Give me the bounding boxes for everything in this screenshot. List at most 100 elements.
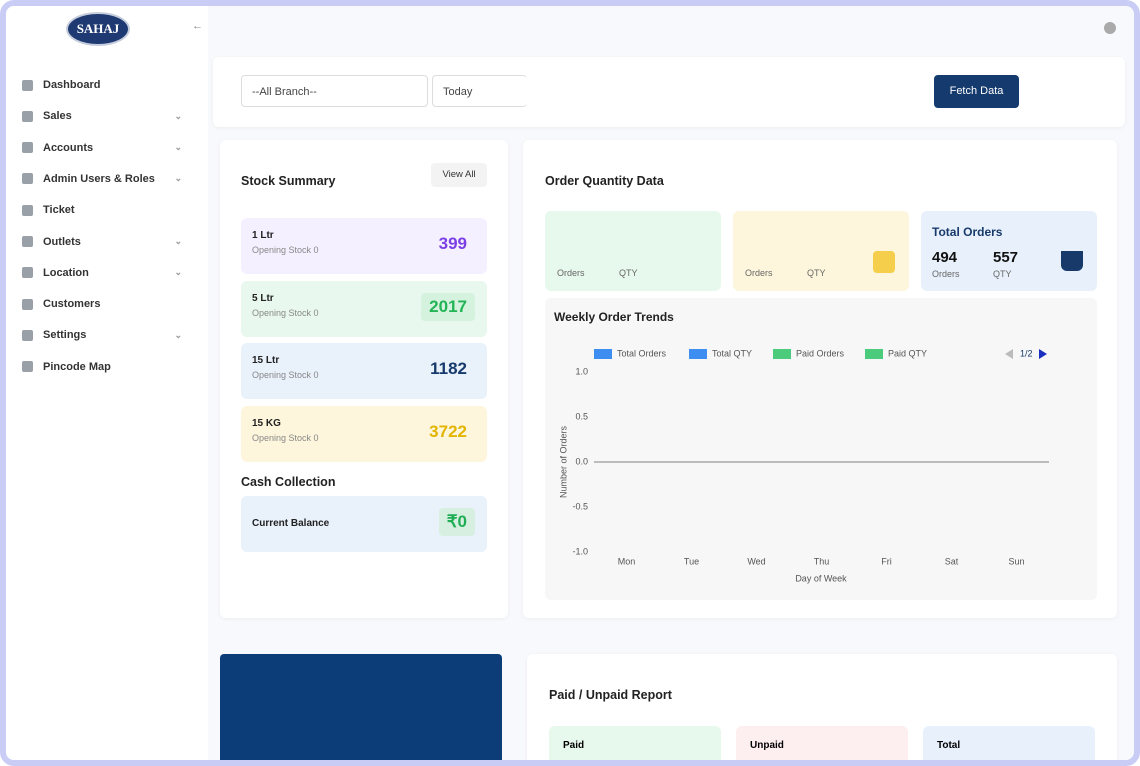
order-card-1: Orders QTY [545, 211, 721, 291]
stock-item: 1 Ltr Opening Stock 0 399 [241, 218, 487, 274]
stock-name: 15 KG [252, 418, 281, 430]
orders-label: Orders [932, 269, 960, 279]
menu-item[interactable]: Location ⌄ [22, 267, 182, 279]
x-tick-label: Tue [684, 556, 699, 566]
x-axis-label: Day of Week [795, 573, 847, 583]
cash-item: Current Balance ₹0 [241, 496, 487, 552]
menu-item[interactable]: Customers [22, 298, 182, 310]
menu-label: Accounts [43, 141, 94, 154]
orders-label: Orders [745, 268, 773, 278]
menu-icon [22, 329, 33, 341]
chevron: ⌄ [174, 267, 182, 278]
x-tick-label: Sat [945, 556, 959, 566]
y-tick-label: -0.5 [572, 501, 588, 511]
y-tick-label: 0.5 [575, 411, 588, 421]
chart: Weekly Order Trends Day of Week Number o… [545, 298, 1097, 600]
branch-select[interactable]: --All Branch-- [241, 75, 428, 107]
total-orders: 494 [932, 249, 958, 266]
chevron: ⌄ [174, 110, 182, 121]
total-qty: 557 [993, 249, 1019, 266]
legend-label: Paid QTY [888, 348, 927, 358]
paid-card: Paid [549, 726, 721, 760]
stock-value: 399 [430, 230, 475, 258]
legend-prev[interactable] [1005, 349, 1013, 359]
menu-label: Ticket [43, 204, 75, 217]
x-tick-label: Mon [618, 556, 636, 566]
menu-icon [22, 204, 33, 216]
orders-title: Order Quantity Data [545, 174, 664, 188]
menu-item[interactable]: Accounts ⌄ [22, 142, 182, 154]
stock-sub: Opening Stock 0 [252, 307, 319, 318]
menu-icon [22, 79, 33, 91]
menu-label: Settings [43, 329, 87, 342]
stock-value: 2017 [421, 292, 475, 321]
cash-label: Current Balance [252, 518, 330, 529]
stock-value: 3722 [421, 418, 475, 447]
menu-item[interactable]: Dashboard [22, 79, 182, 91]
menu-item[interactable]: Pincode Map [22, 361, 182, 373]
legend-label: Paid Orders [796, 348, 845, 358]
menu-label: Outlets [43, 235, 81, 248]
qty-label: QTY [619, 268, 638, 278]
view-all-button[interactable]: View All [431, 163, 487, 187]
menu-item[interactable]: Sales ⌄ [22, 110, 182, 122]
x-tick-label: Thu [814, 556, 830, 566]
unpaid-card: Unpaid [736, 726, 908, 760]
menu-icon [22, 110, 33, 122]
legend-page[interactable]: 1/2 [1020, 348, 1033, 358]
orders-label: Orders [557, 268, 585, 278]
stock-item: 15 KG Opening Stock 0 3722 [241, 406, 487, 463]
orders-card: Order Quantity Data Orders QTY Orders QT… [523, 140, 1117, 618]
date-select[interactable]: Today [432, 75, 527, 107]
stock-name: 5 Ltr [252, 292, 274, 304]
legend-next[interactable] [1039, 349, 1047, 359]
y-tick-label: 0.0 [575, 456, 588, 466]
stock-value: 1182 [422, 355, 475, 384]
menu-icon [22, 298, 33, 310]
report-title: Paid / Unpaid Report [549, 688, 672, 702]
legend-swatch [865, 349, 883, 359]
menu-icon [22, 236, 33, 247]
menu-label: Customers [43, 298, 101, 311]
stock-name: 1 Ltr [252, 230, 274, 241]
blurred-card [220, 654, 502, 760]
stock-sub: Opening Stock 0 [252, 433, 319, 444]
menu-icon [22, 361, 33, 373]
menu-icon [22, 142, 33, 154]
filter-bar: --All Branch-- Today Fetch Data [213, 57, 1125, 127]
y-tick-label: 1.0 [575, 366, 588, 376]
y-axis-label: Number of Orders [558, 425, 568, 498]
total-card: Total [923, 726, 1095, 760]
menu-item[interactable]: Outlets ⌄ [22, 236, 182, 248]
fetch-button[interactable]: Fetch Data [934, 75, 1019, 108]
cash-title: Cash Collection [241, 475, 336, 489]
menu-icon [22, 267, 33, 279]
qty-label: QTY [807, 268, 826, 278]
stock-name: 15 Ltr [252, 355, 280, 367]
menu-label: Admin Users & Roles [43, 172, 155, 185]
chevron: ⌄ [174, 329, 182, 340]
order-card-2: Orders QTY [733, 211, 909, 291]
menu-label: Sales [43, 110, 72, 123]
menu-label: Pincode Map [43, 360, 111, 373]
legend-swatch [773, 349, 791, 359]
logo: SAHAJ [66, 12, 130, 46]
x-tick-label: Fri [881, 556, 892, 566]
chart-title: Weekly Order Trends [554, 310, 674, 324]
chevron: ⌄ [174, 173, 182, 184]
stock-sub: Opening Stock 0 [252, 370, 319, 381]
stock-card: Stock Summary View All 1 Ltr Opening Stoc… [220, 140, 508, 618]
sidebar: SAHAJ ← Dashboard Sales ⌄ Accounts ⌄ Admin Us… [6, 6, 208, 760]
menu-item[interactable]: Ticket [22, 204, 182, 216]
menu-item[interactable]: Settings ⌄ [22, 329, 182, 341]
user-icon[interactable] [1104, 22, 1116, 34]
menu-label: Dashboard [43, 79, 101, 91]
menu-label: Location [43, 266, 89, 279]
x-tick-label: Wed [747, 556, 765, 566]
legend-label: Total Orders [617, 348, 667, 358]
collapse-button[interactable]: ← [192, 20, 203, 32]
legend-swatch [594, 349, 612, 359]
stock-item: 5 Ltr Opening Stock 0 2017 [241, 280, 487, 337]
menu-item[interactable]: Admin Users & Roles ⌄ [22, 173, 182, 185]
